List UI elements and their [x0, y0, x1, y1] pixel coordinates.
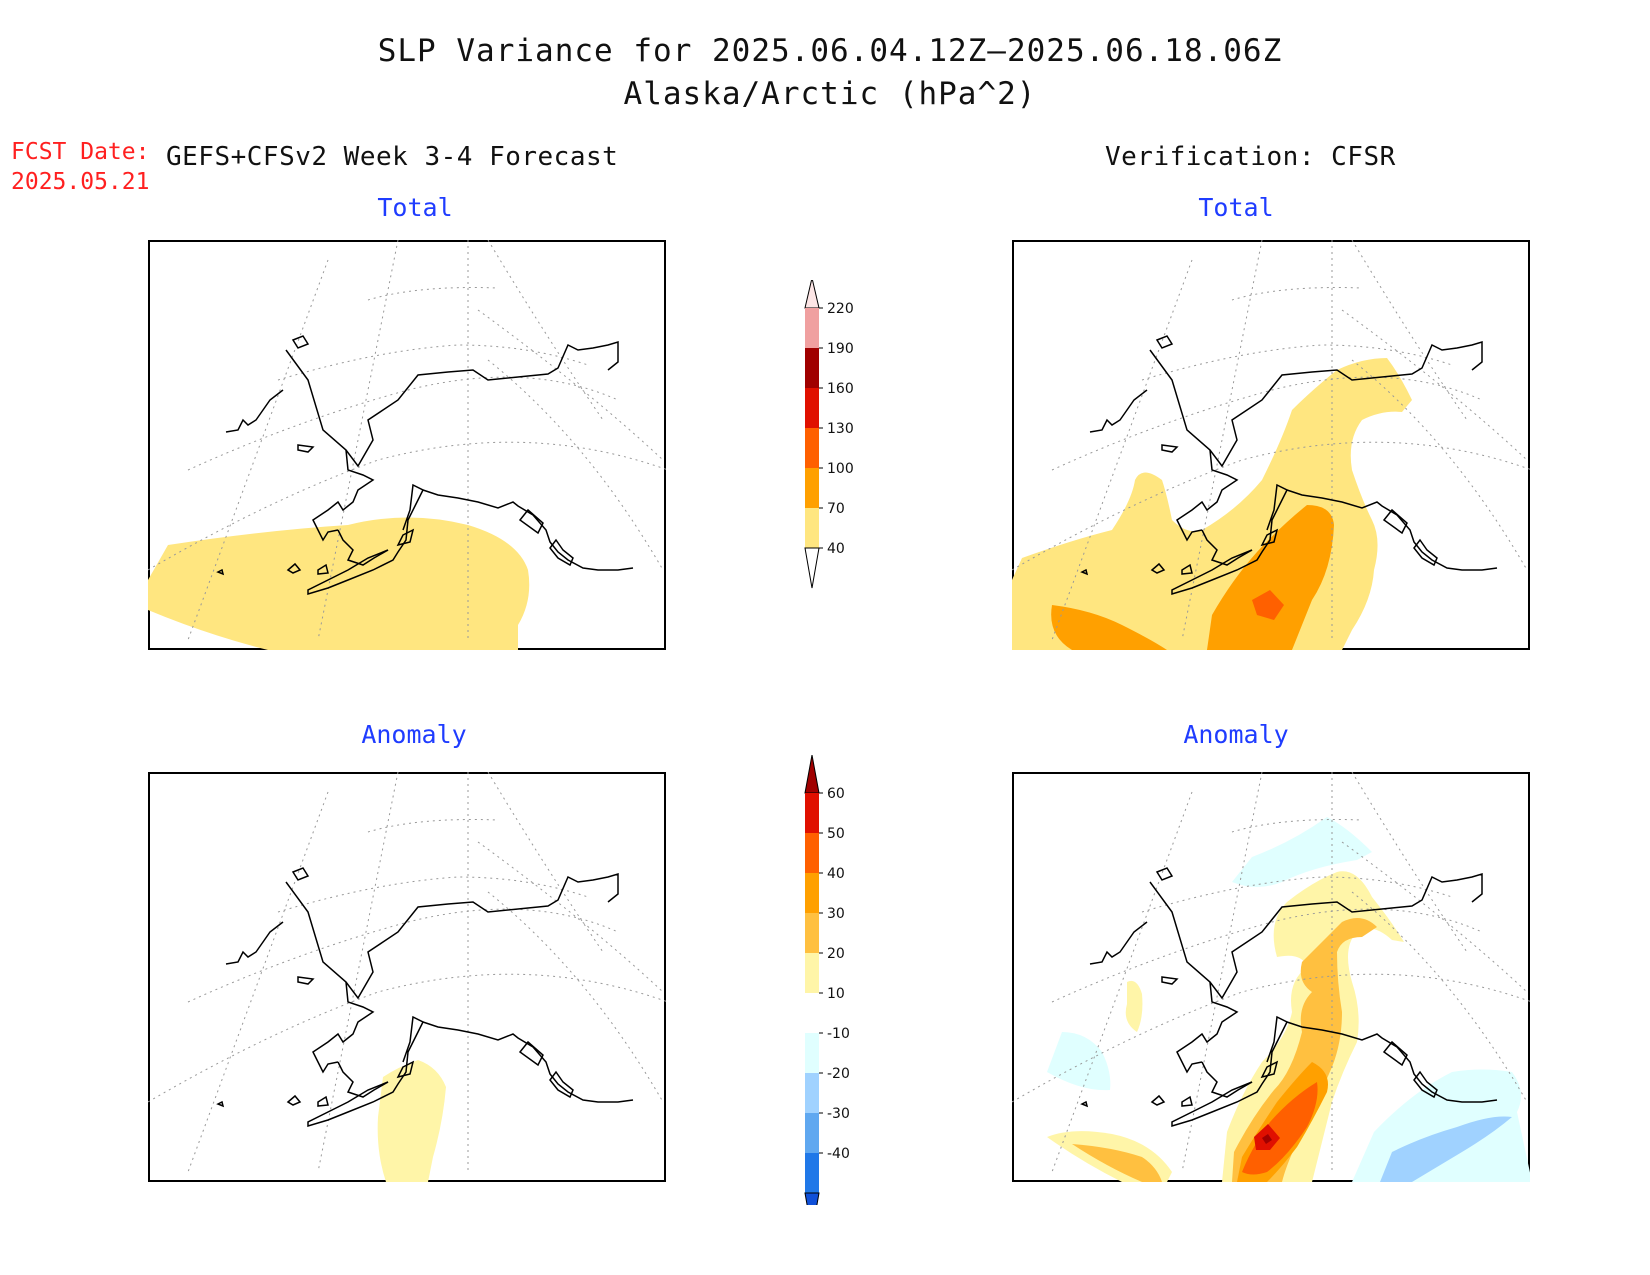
- total-colorbar-cell: [805, 508, 819, 548]
- total-colorbar-cell: [805, 308, 819, 348]
- anomaly-colorbar-bottom-arrow: [804, 1192, 820, 1205]
- anomaly-colorbar-cell: [805, 913, 819, 953]
- forecast-total-title: Total: [377, 193, 453, 222]
- total-colorbar-label: 70: [827, 501, 845, 517]
- anomaly-colorbar-cell: [805, 1033, 819, 1073]
- total-colorbar-top-arrow: [804, 280, 820, 309]
- forecast-anomaly-title: Anomaly: [361, 720, 467, 749]
- anomaly-colorbar-label: 30: [827, 906, 845, 922]
- map-title-line1: SLP Variance for 2025.06.04.12Z–2025.06.…: [377, 33, 1283, 69]
- anomaly-colorbar-label: -20: [827, 1066, 850, 1082]
- total-colorbar-label: 130: [827, 421, 854, 437]
- forecast-header: GEFS+CFSv2 Week 3-4 Forecast: [166, 142, 619, 172]
- total-colorbar-cell: [805, 428, 819, 468]
- anomaly-colorbar-label: 60: [827, 786, 845, 802]
- anomaly-colorbar-cell: [805, 1073, 819, 1113]
- verification-total-contours: [1012, 358, 1412, 650]
- total-colorbar-cell: [805, 388, 819, 428]
- anomaly-colorbar-cell: [805, 1153, 819, 1193]
- anomaly-colorbar-label: -40: [827, 1146, 850, 1162]
- anomaly-colorbar-cell: [805, 833, 819, 873]
- verification-header: Verification: CFSR: [1105, 142, 1396, 172]
- anomaly-colorbar-cell: [805, 793, 819, 833]
- verification-total-map: [1012, 240, 1530, 650]
- anomaly-colorbar-label: -10: [827, 1026, 850, 1042]
- anomaly-colorbar-cell: [805, 1113, 819, 1153]
- total-colorbar-label: 40: [827, 541, 845, 557]
- fcst-date-label: FCST Date:: [11, 139, 150, 165]
- anomaly-colorbar-cell: [805, 873, 819, 913]
- total-colorbar-cell: [805, 468, 819, 508]
- forecast-total-map: [148, 240, 666, 650]
- anomaly-colorbar-cell: [805, 993, 819, 1033]
- anomaly-colorbar-label: 10: [827, 986, 845, 1002]
- total-colorbar-label: 220: [827, 301, 854, 317]
- verification-anomaly-map: [1012, 772, 1530, 1182]
- total-colorbar-cell: [805, 348, 819, 388]
- total-colorbar-label: 160: [827, 381, 854, 397]
- anomaly-colorbar-label: 50: [827, 826, 845, 842]
- total-colorbar: 220 190 160 130 100 70 40: [804, 280, 854, 589]
- verification-anomaly-title: Anomaly: [1183, 720, 1289, 749]
- verification-anomaly-contours: [1047, 817, 1530, 1182]
- forecast-anomaly-map: [148, 772, 666, 1182]
- anomaly-colorbar-cell: [805, 953, 819, 993]
- verification-total-title: Total: [1198, 193, 1274, 222]
- anomaly-colorbar-top-arrow: [804, 755, 820, 794]
- anomaly-colorbar: 60 50 40 30 20 10 -10 -20 -30 -40: [804, 755, 850, 1205]
- anomaly-colorbar-label: 40: [827, 866, 845, 882]
- total-colorbar-bottom-arrow: [804, 547, 820, 589]
- map-title-line2: Alaska/Arctic (hPa^2): [623, 76, 1037, 112]
- fcst-date-value: 2025.05.21: [11, 169, 150, 195]
- anomaly-colorbar-label: -30: [827, 1106, 850, 1122]
- total-colorbar-label: 100: [827, 461, 854, 477]
- total-colorbar-label: 190: [827, 341, 854, 357]
- anomaly-colorbar-label: 20: [827, 946, 845, 962]
